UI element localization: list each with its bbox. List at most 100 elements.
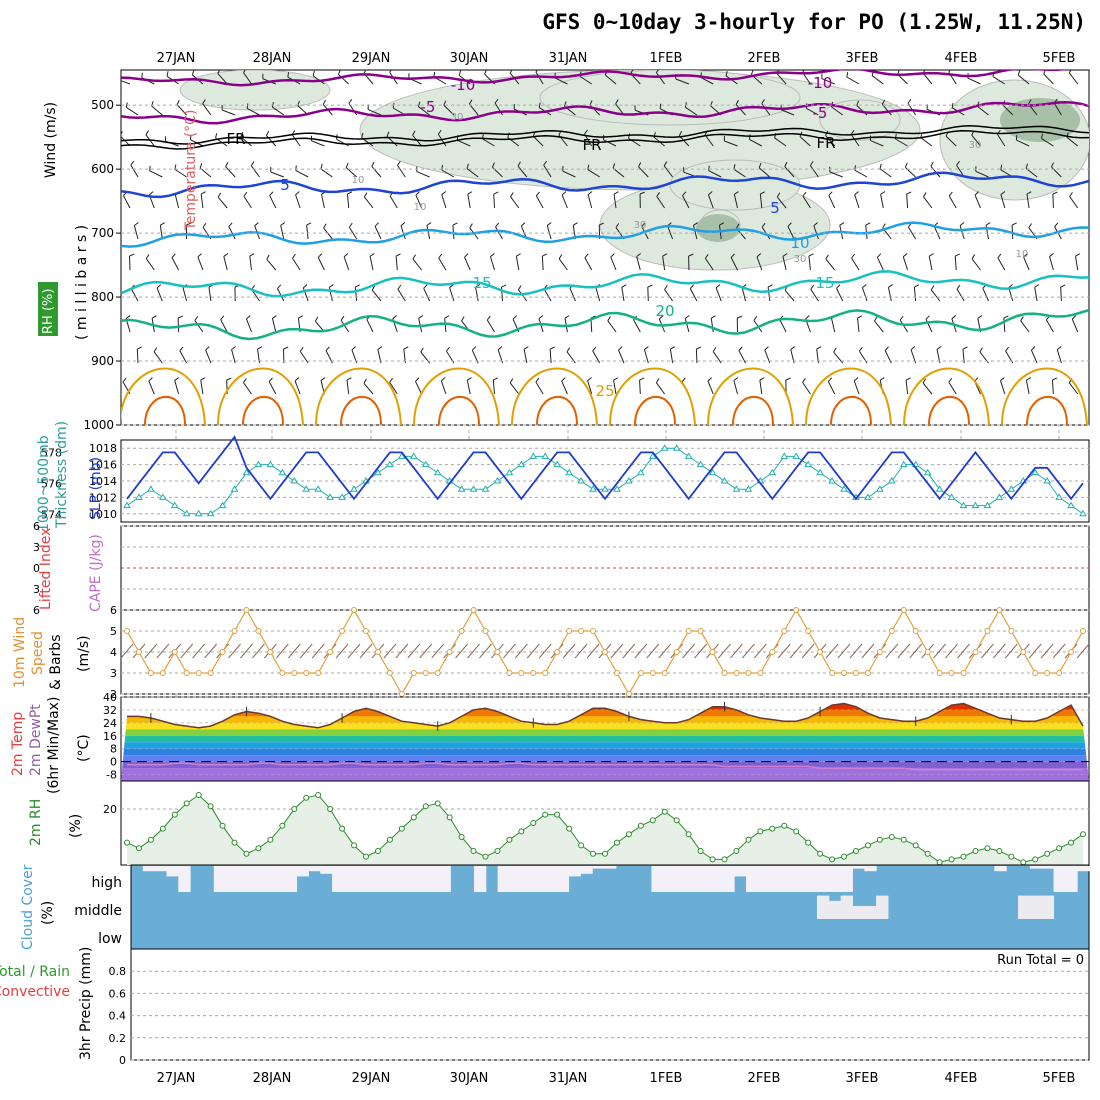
cloud-high-gap	[1029, 866, 1043, 869]
wind-barb	[828, 195, 836, 209]
cloud-high-gap	[852, 866, 865, 869]
thickness-tick-label: 574	[41, 508, 62, 521]
wind-barb-flag	[220, 315, 225, 320]
wind-barb	[240, 136, 252, 147]
wind-barb	[861, 287, 868, 302]
wind-barb	[1025, 167, 1038, 178]
wind-barb	[299, 351, 309, 364]
rh2m-line-point	[518, 828, 525, 835]
slp-line-point	[1007, 485, 1016, 492]
wind-barb-flag	[696, 346, 702, 350]
wind-barb-flag	[441, 191, 447, 196]
wind10m-speed-point	[661, 670, 668, 676]
wind-barb-flag	[1075, 253, 1081, 257]
contour-30	[144, 395, 186, 425]
wind-barb	[546, 225, 552, 240]
wind-barb-flag	[884, 346, 889, 351]
wind-barb	[295, 194, 301, 209]
wind-barb-flag	[171, 253, 176, 258]
slp-line-point	[409, 452, 418, 459]
cloud-high-gap	[497, 866, 510, 892]
wind-barb-flag	[320, 163, 323, 170]
wind-barb-flag	[202, 99, 206, 104]
wind-barb	[902, 256, 909, 271]
wind10m-panel: 6 5 4 3 2 10m Wind Speed & Barbs (m/s)	[12, 604, 1090, 701]
cloud-high-gap	[332, 866, 345, 892]
cloud-high-gap	[710, 866, 723, 892]
wind-barb	[561, 194, 568, 209]
contour-label: -5	[813, 104, 828, 122]
temp2m-tick-label: -8	[106, 769, 117, 782]
wind-barb	[874, 320, 884, 333]
wind-barb-flag	[662, 253, 668, 257]
wind10m-tick-label: 3	[110, 667, 117, 680]
contour-freezing-2	[121, 130, 1089, 150]
date-label-bottom: 1FEB	[650, 1071, 683, 1086]
wind-barb-flag	[345, 162, 349, 168]
wind-barb-flag	[874, 316, 878, 322]
temp-band-group	[121, 703, 1089, 781]
wind-barb	[655, 382, 666, 395]
wind-barb-flag	[758, 162, 762, 168]
contour-minus5	[121, 100, 1089, 125]
contour-label: 30	[634, 220, 647, 231]
wind-barb	[246, 318, 252, 333]
wind-barb	[787, 226, 795, 240]
rh2m-line-point	[960, 853, 967, 860]
rh2m-line-point	[470, 848, 477, 854]
wind-barb-flag	[228, 222, 233, 227]
temp-band	[121, 742, 1089, 749]
wind-barb-flag	[509, 70, 513, 74]
wind-barb	[200, 194, 204, 209]
date-label-top: 4FEB	[945, 51, 978, 66]
wind-barb-flag	[681, 377, 686, 383]
wind-barb-flag	[656, 192, 661, 197]
rh2m-axis: 20	[103, 803, 1089, 816]
wind-barb	[1002, 104, 1014, 116]
wind-barb-flag	[1025, 163, 1028, 169]
slp-line-point	[386, 460, 394, 468]
wind-barb	[346, 380, 350, 395]
wind-barb-flag	[862, 284, 867, 289]
contour-labels: -10 -10 -5 -5 FR FR FR 5 5 10 15 15 20 25 30 30 30 30 10 10…	[226, 74, 1028, 400]
cloud-high-gap	[1065, 866, 1078, 892]
wind10m-barb	[526, 643, 540, 659]
wind-barb	[857, 318, 860, 333]
wind-barb	[493, 193, 495, 209]
wind10m-speed-point	[494, 649, 501, 655]
wind-barb-flag	[641, 222, 646, 227]
wind-barb-flag	[493, 191, 499, 195]
slp-line-point	[577, 477, 585, 484]
temp-band	[121, 729, 1089, 736]
wind-barb-flag	[1023, 253, 1028, 258]
cloud-high-gap	[509, 866, 522, 892]
rh2m-line-point	[912, 842, 919, 849]
wind-barb-flag	[708, 191, 713, 196]
wind-barb	[971, 258, 981, 271]
wind-barb	[974, 194, 981, 209]
wind-barb	[426, 225, 431, 240]
date-label-bottom: 31JAN	[549, 1071, 588, 1086]
date-label-top: 3FEB	[846, 51, 879, 66]
wind-barb	[853, 380, 860, 395]
wind-barb-flag	[659, 315, 664, 320]
wind-barb	[948, 381, 957, 395]
wind-barb-flag	[298, 315, 304, 319]
date-label-top: 1FEB	[650, 51, 683, 66]
rh2m-line-point	[984, 845, 991, 852]
rh2m-line-point	[852, 848, 859, 854]
wind-barb-flag	[802, 70, 805, 73]
wind10m-barb	[897, 643, 911, 659]
rh2m-line-point	[948, 856, 955, 863]
wind-barb-flag	[535, 191, 540, 197]
slp-tick-label: 1018	[89, 442, 117, 455]
slp-line-point	[1043, 477, 1052, 484]
contour-25	[1001, 367, 1088, 425]
wind-barb-flag	[787, 222, 792, 227]
wind-barb	[348, 226, 358, 240]
cloud-high-gap	[556, 866, 570, 892]
wind-barb	[125, 106, 139, 116]
wind-barb-flag	[839, 222, 845, 226]
wind10m-barb	[467, 643, 480, 659]
wind-barb-flag	[951, 315, 957, 320]
